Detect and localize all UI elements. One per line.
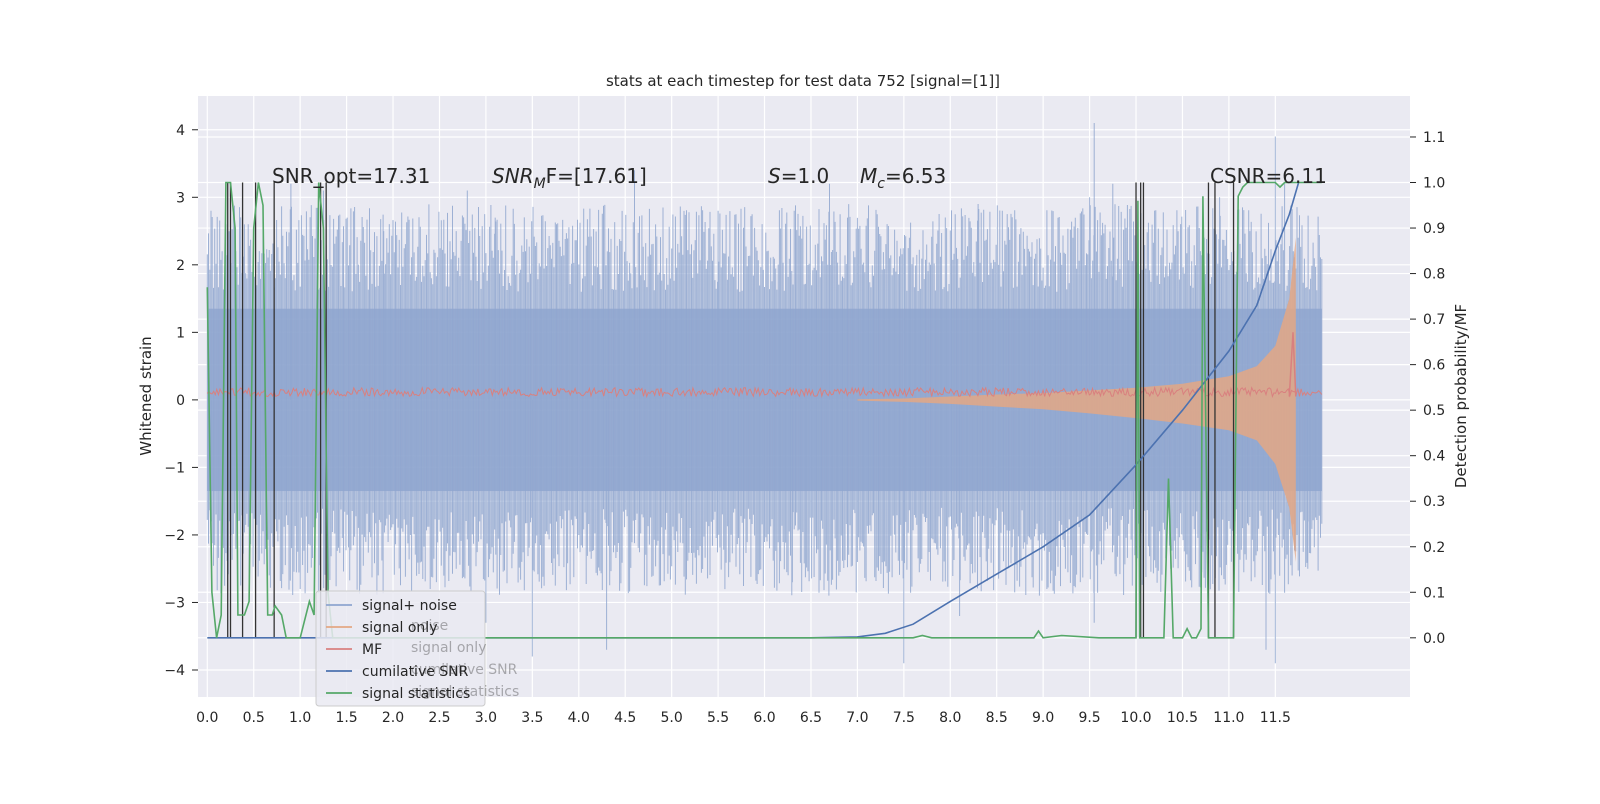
snr-mf-prefix: SNR — [492, 164, 534, 188]
y2-tick-label: 0.9 — [1423, 221, 1445, 237]
x-tick-label: 4.0 — [568, 710, 590, 726]
y-tick-label: 2 — [176, 258, 185, 274]
legend-label: MF — [362, 642, 382, 658]
x-tick-label: 5.5 — [707, 710, 729, 726]
x-tick-label: 6.5 — [800, 710, 822, 726]
legend-ghost-label: signal only — [411, 640, 486, 656]
x-tick-label: 8.5 — [986, 710, 1008, 726]
y2-tick-label: 0.2 — [1423, 540, 1445, 556]
x-tick-label: 0.0 — [196, 710, 218, 726]
snr-mf-annotation: SNRMF=[17.61] — [492, 164, 647, 192]
y-tick-label: −2 — [164, 528, 185, 544]
csnr-annotation: CSNR=6.11 — [1210, 164, 1327, 188]
y-tick-label: 1 — [176, 325, 185, 341]
y2-tick-label: 0.6 — [1423, 358, 1445, 374]
x-tick-label: 6.0 — [753, 710, 775, 726]
x-tick-label: 5.0 — [661, 710, 683, 726]
s-annotation: S=1.0 — [768, 164, 829, 188]
y-tick-label: −1 — [164, 460, 185, 476]
legend-ghost-label: cumilative SNR — [411, 662, 518, 678]
mf-peak — [1288, 332, 1297, 397]
y2-tick-label: 0.3 — [1423, 494, 1445, 510]
mc-sub: c — [877, 176, 885, 192]
legend-box — [315, 590, 486, 707]
x-tick-label: 0.5 — [243, 710, 265, 726]
snr-opt-annotation: SNR_opt=17.31 — [272, 164, 430, 188]
x-tick-label: 1.0 — [289, 710, 311, 726]
x-tick-label: 4.5 — [614, 710, 636, 726]
annotations: SNR_opt=17.31 SNRMF=[17.61] S=1.0 Mc=6.5… — [272, 164, 1327, 192]
x-tick-label: 2.5 — [428, 710, 450, 726]
s-value: =1.0 — [781, 164, 830, 188]
legend-ghost-label: signal statistics — [411, 684, 519, 700]
y2-tick-label: 0.1 — [1423, 585, 1445, 601]
legend-ghost-label: noise — [411, 618, 448, 634]
legend-label: signal+ noise — [362, 598, 457, 614]
y-tick-label: 4 — [176, 123, 185, 139]
legend-label: signal only — [362, 620, 437, 636]
x-tick-label: 11.5 — [1260, 710, 1291, 726]
s-prefix: S — [768, 164, 781, 188]
x-tick-label: 9.5 — [1078, 710, 1100, 726]
y-tick-label: −4 — [164, 663, 185, 679]
y-tick-label: 0 — [176, 393, 185, 409]
x-tick-label: 10.5 — [1167, 710, 1198, 726]
x-tick-label: 1.5 — [335, 710, 357, 726]
y2-axis-label: Detection probability/MF — [1452, 304, 1470, 488]
snr-mf-suffix: F=[17.61] — [546, 164, 647, 188]
x-tick-label: 10.0 — [1120, 710, 1151, 726]
y2-tick-label: 1.1 — [1423, 130, 1445, 146]
x-tick-label: 9.0 — [1032, 710, 1054, 726]
y2-tick-label: 1.0 — [1423, 176, 1445, 192]
chart-title: stats at each timestep for test data 752… — [606, 72, 1000, 90]
y2-tick-label: 0.5 — [1423, 403, 1445, 419]
x-tick-label: 2.0 — [382, 710, 404, 726]
y2-tick-label: 0.8 — [1423, 267, 1445, 283]
x-tick-label: 3.0 — [475, 710, 497, 726]
y-tick-label: −3 — [164, 595, 185, 611]
x-tick-label: 11.0 — [1213, 710, 1244, 726]
signal-only-envelope — [857, 237, 1296, 562]
x-tick-label: 7.5 — [893, 710, 915, 726]
signal-statistics-line — [206, 181, 1322, 639]
y2-tick-label: 0.7 — [1423, 312, 1445, 328]
mc-value: =6.53 — [885, 164, 946, 188]
mc-prefix: M — [860, 164, 877, 188]
cumulative-snr-line — [207, 182, 1300, 639]
y-axis-label: Whitened strain — [137, 336, 155, 455]
x-tick-label: 3.5 — [521, 710, 543, 726]
y2-tick-label: 0.4 — [1423, 449, 1445, 465]
legend-label: signal statistics — [362, 686, 470, 702]
mc-annotation: Mc=6.53 — [860, 164, 946, 192]
y2-tick-label: 0.0 — [1423, 631, 1445, 647]
x-tick-label: 8.0 — [939, 710, 961, 726]
y-tick-label: 3 — [176, 190, 185, 206]
x-tick-label: 7.0 — [846, 710, 868, 726]
snr-mf-sub: M — [534, 176, 546, 192]
legend-label: cumilative SNR — [362, 664, 469, 680]
